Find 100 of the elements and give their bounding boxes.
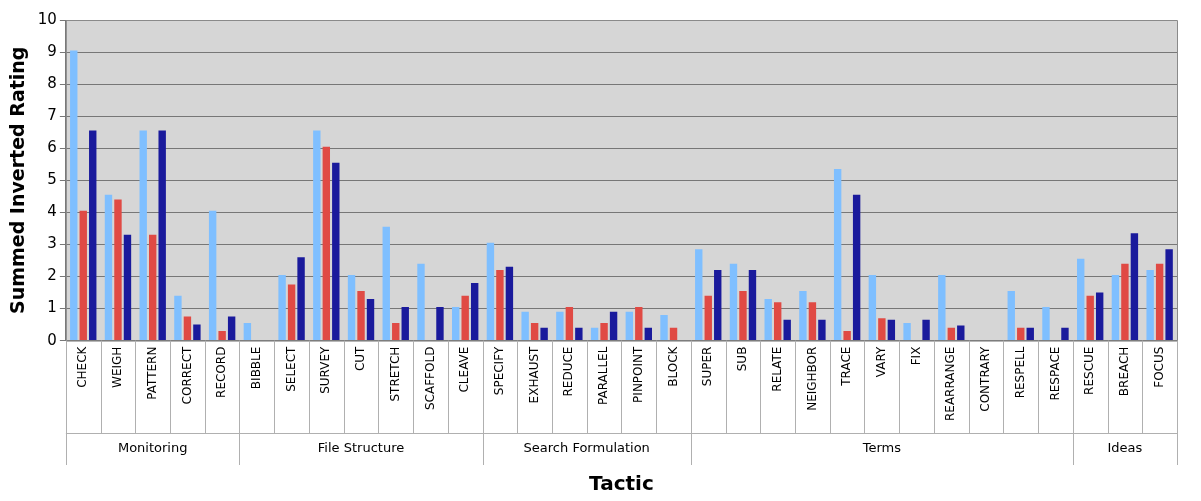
x-tick-label: SUB	[735, 346, 750, 372]
bar	[401, 306, 409, 341]
text: Search Formulation	[523, 440, 650, 456]
x-tick-label: SURVEY	[318, 345, 333, 394]
bar	[852, 194, 861, 341]
y-tick-label: 7	[47, 106, 57, 125]
x-tick-label: WEIGH	[110, 346, 125, 388]
y-tick-label: 3	[47, 234, 57, 253]
bar	[868, 274, 877, 341]
bar	[947, 327, 956, 341]
bar	[530, 322, 539, 341]
bar	[818, 319, 826, 341]
bar	[922, 319, 930, 341]
bar	[193, 324, 201, 341]
bar	[1007, 290, 1015, 341]
bar	[590, 327, 599, 341]
bar	[773, 302, 782, 341]
x-tick-label: PATTERN	[144, 346, 159, 400]
bar	[436, 306, 444, 341]
bar	[461, 295, 469, 341]
x-tick-label: SUPER	[700, 346, 715, 387]
bar	[565, 306, 574, 341]
bar	[1130, 233, 1139, 341]
text: Terms	[861, 440, 902, 456]
bar	[452, 306, 460, 341]
bar	[1086, 295, 1094, 341]
x-tick-label: RESCUE	[1082, 346, 1097, 395]
bar	[218, 331, 226, 341]
y-tick-label: 1	[47, 298, 57, 317]
bar	[729, 263, 738, 341]
x-tick-label: BIBBLE	[248, 346, 263, 390]
text: Monitoring	[117, 440, 188, 456]
bar	[556, 311, 564, 341]
bar	[783, 319, 791, 341]
bar	[714, 270, 722, 341]
x-tick-label: SCAFFOLD	[422, 346, 437, 411]
bar	[470, 282, 479, 341]
x-tick-label: RESPELL	[1012, 346, 1027, 399]
bar	[704, 295, 712, 341]
bar	[625, 311, 634, 341]
y-tick-label: 8	[47, 74, 57, 93]
bar	[1017, 327, 1025, 341]
y-tick-label: 4	[47, 202, 57, 221]
bar	[764, 298, 772, 341]
y-tick-label: 0	[47, 330, 57, 349]
x-tick-label: CORRECT	[179, 345, 194, 405]
bar	[278, 274, 286, 341]
bar	[1111, 274, 1120, 341]
bar	[1146, 270, 1154, 341]
bar	[575, 327, 583, 341]
bar	[1165, 249, 1173, 341]
x-tick-label: CHECK	[75, 345, 90, 388]
y-axis-title: Summed Inverted Rating	[6, 46, 29, 315]
x-tick-label: CLEAVE	[457, 346, 472, 393]
bar	[938, 274, 946, 341]
bar	[392, 322, 400, 341]
x-tick-label: FIX	[908, 346, 923, 366]
bar	[843, 331, 851, 341]
text: File Structure	[317, 440, 405, 456]
bar	[297, 257, 305, 341]
bar	[739, 290, 747, 341]
bar	[521, 311, 529, 341]
x-tick-label: SELECT	[283, 345, 298, 392]
bar	[148, 234, 157, 341]
x-tick-label: SPECIFY	[492, 345, 507, 396]
x-tick-label: BLOCK	[665, 345, 680, 387]
bar	[878, 318, 886, 341]
x-tick-label: EXHAUST	[526, 345, 541, 404]
bar	[833, 169, 842, 341]
bar	[1061, 327, 1069, 341]
bar	[382, 226, 390, 341]
bar	[123, 234, 132, 341]
x-tick-label: CUT	[353, 345, 368, 372]
y-tick-label: 2	[47, 266, 57, 285]
x-axis-title: Tactic	[589, 471, 654, 496]
bar	[660, 314, 668, 341]
bar	[322, 146, 331, 341]
bar	[139, 130, 147, 341]
x-tick-label: REDUCE	[561, 346, 576, 397]
y-tick-label: 6	[47, 138, 57, 157]
bar	[357, 290, 365, 341]
bar	[417, 263, 425, 341]
x-tick-label: CONTRARY	[978, 345, 993, 412]
y-tick-label: 10	[37, 9, 57, 28]
bar	[1121, 263, 1129, 341]
x-tick-label: PINPOINT	[630, 345, 645, 403]
bar	[609, 311, 618, 341]
x-tick-label: RESPACE	[1047, 346, 1062, 401]
bar	[183, 316, 192, 341]
x-tick-label: BREACH	[1117, 346, 1132, 397]
bar	[79, 210, 87, 341]
bar	[903, 322, 911, 341]
x-tick-label: REARRANGE	[943, 346, 958, 422]
bar	[243, 322, 252, 341]
bar	[669, 327, 678, 341]
bar	[70, 50, 78, 341]
y-tick-label: 5	[47, 170, 57, 189]
bar	[287, 284, 296, 341]
bar	[486, 242, 495, 341]
bar	[1042, 306, 1050, 341]
